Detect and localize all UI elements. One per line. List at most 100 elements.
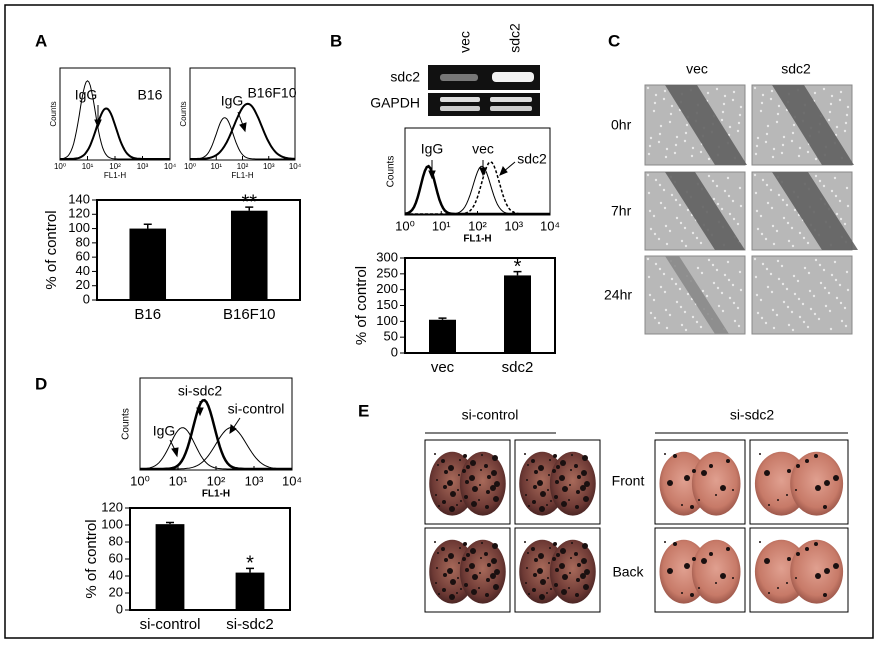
scratch-row: 0hr	[611, 117, 632, 133]
hist-box	[189, 67, 296, 161]
hist-x-label: FL1-H	[104, 171, 126, 180]
nodule	[526, 479, 528, 481]
nodule	[447, 568, 453, 574]
nodule	[815, 485, 821, 491]
nodule	[583, 584, 589, 590]
texture	[736, 222, 740, 226]
scratch-column: sdc2	[781, 61, 811, 77]
nodule	[768, 504, 770, 506]
y-tick-label: 300	[376, 249, 398, 264]
nodule	[449, 506, 455, 512]
texture	[736, 129, 740, 133]
texture	[843, 129, 847, 133]
nodule	[436, 567, 438, 569]
texture	[659, 201, 663, 205]
texture	[786, 221, 790, 225]
texture	[665, 242, 669, 246]
error-bar	[245, 206, 254, 211]
nodule	[581, 558, 587, 564]
nodule	[552, 469, 556, 473]
nodule	[732, 577, 734, 579]
y-tick-label: 100	[68, 220, 90, 235]
plot-box	[96, 199, 301, 301]
nodule	[732, 489, 734, 491]
texture	[674, 143, 678, 147]
texture	[785, 287, 789, 291]
hist-label: IgG	[75, 87, 98, 103]
texture	[760, 101, 764, 105]
nodule	[692, 469, 696, 473]
nodule	[457, 577, 459, 579]
plot-box	[129, 507, 291, 611]
hist-tick-label: 10⁴	[540, 218, 560, 233]
texture	[649, 227, 653, 231]
nodule	[531, 459, 535, 463]
texture	[727, 278, 731, 282]
nodule	[442, 500, 446, 504]
y-tick-label: 250	[376, 265, 398, 280]
texture	[663, 206, 667, 210]
nodule	[553, 542, 557, 546]
scratch-image	[751, 255, 853, 335]
texture	[654, 178, 658, 182]
texture	[683, 139, 687, 143]
nodule	[531, 547, 535, 551]
texture	[790, 226, 794, 230]
scratch-gap	[772, 172, 858, 250]
texture	[707, 157, 711, 161]
texture	[835, 212, 839, 216]
texture	[766, 285, 770, 289]
texture	[828, 110, 832, 114]
hist-tick-label: 10³	[504, 218, 523, 233]
texture	[674, 282, 678, 286]
hist-x-label: FL1-H	[231, 171, 253, 180]
y-tick-label: 20	[109, 584, 123, 599]
texture	[653, 232, 657, 236]
scratch-row: 24hr	[604, 287, 632, 303]
texture	[684, 131, 688, 135]
texture	[652, 109, 656, 113]
nodule	[681, 504, 683, 506]
texture	[652, 298, 656, 302]
texture	[652, 214, 656, 218]
nodule	[814, 542, 818, 546]
texture	[835, 125, 839, 129]
nodule	[574, 552, 578, 556]
y-tick-label: 120	[101, 499, 123, 514]
texture	[782, 135, 786, 139]
texture	[707, 258, 711, 262]
hist-label: IgG	[421, 141, 444, 157]
texture	[814, 157, 818, 161]
nodule	[575, 505, 579, 509]
gel-lane: sdc2	[507, 23, 523, 53]
nodule	[759, 453, 761, 455]
nodule	[570, 557, 572, 559]
texture	[731, 283, 735, 287]
nodule	[576, 578, 580, 582]
texture	[721, 309, 725, 313]
nodule	[805, 547, 809, 551]
y-tick-label: 60	[76, 249, 90, 264]
texture	[723, 94, 727, 98]
nodule	[583, 496, 589, 502]
texture	[791, 131, 795, 135]
texture	[759, 109, 763, 113]
hist-y-label: Counts	[386, 156, 397, 188]
texture	[739, 105, 743, 109]
y-tick-label: 0	[116, 601, 123, 616]
texture	[822, 87, 826, 91]
nodule	[459, 459, 461, 461]
lung-lobe	[790, 539, 844, 604]
nodule	[434, 453, 436, 455]
texture	[668, 313, 672, 317]
nodule	[787, 469, 791, 473]
texture	[846, 105, 850, 109]
nodule	[556, 465, 560, 469]
hist-y-label: Counts	[179, 101, 188, 126]
texture	[760, 316, 764, 320]
scratch-gap	[665, 85, 747, 165]
texture	[782, 216, 786, 220]
nodule	[715, 494, 717, 496]
nodule	[547, 489, 549, 491]
nodule	[494, 481, 500, 487]
